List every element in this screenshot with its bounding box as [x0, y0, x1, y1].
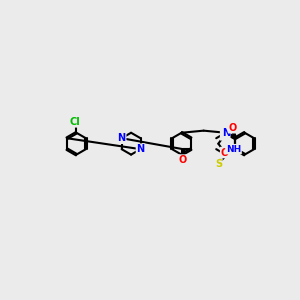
Text: O: O — [220, 130, 229, 140]
Text: O: O — [179, 155, 187, 165]
Text: Cl: Cl — [70, 117, 81, 127]
Text: N: N — [118, 133, 126, 143]
Text: N: N — [222, 128, 230, 138]
Text: N: N — [136, 144, 145, 154]
Text: NH: NH — [226, 145, 241, 154]
Text: O: O — [220, 148, 229, 158]
Text: S: S — [215, 159, 222, 169]
Text: O: O — [229, 123, 237, 133]
